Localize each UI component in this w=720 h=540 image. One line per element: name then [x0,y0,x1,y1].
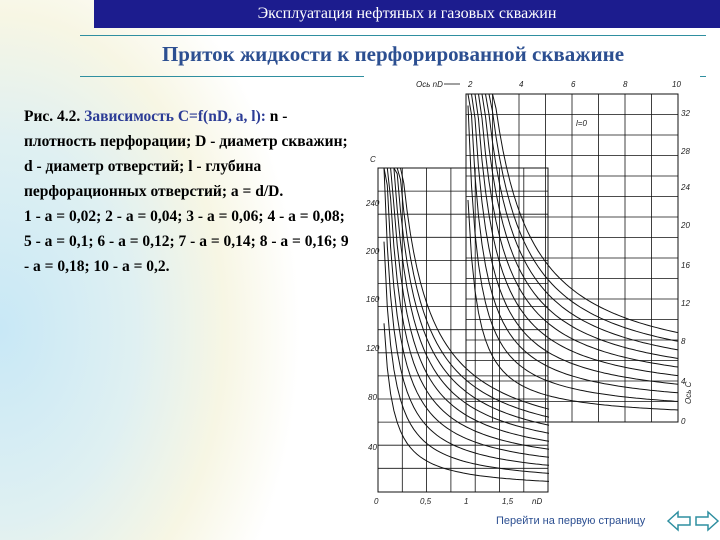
header-bar: Эксплуатация нефтяных и газовых скважин [94,0,720,28]
bottom-tick: 0,5 [420,497,432,506]
bottom-tick: 1 [464,497,468,506]
inner-label: l=0 [576,119,587,128]
left-tick: 80 [368,393,377,402]
lower-curve [383,323,550,482]
lower-curve [384,167,550,450]
right-tick: 20 [680,221,690,230]
lower-curve [384,167,550,426]
left-tick: 0 [374,497,379,506]
upper-curve [467,105,679,402]
top-tick: 8 [623,80,628,89]
figure-title: Зависимость C=f(nD, a, l): [84,108,266,125]
lower-curve [384,167,550,418]
upper-curve [467,199,679,411]
left-tick: 240 [365,199,380,208]
left-tick: 40 [368,443,377,452]
slide-title: Приток жидкости к перфорированной скважи… [161,42,625,66]
figure-label: Рис. 4.2. [24,108,81,125]
upper-curve [468,93,679,385]
upper-curve [468,93,679,334]
top-rule [80,35,706,36]
caption-definitions: n - плотность перфорации; D - диаметр ск… [24,108,348,200]
left-axis-label: C [370,155,376,164]
right-tick: 4 [681,377,686,386]
bottom-tick: nD [532,497,542,506]
upper-curve [468,93,679,368]
lower-curve [384,167,550,410]
right-axis-label: Ось C [684,381,693,404]
lower-curve [383,241,550,474]
upper-curve [468,93,679,342]
upper-curve [468,93,679,359]
upper-curve [468,93,679,377]
right-tick: 24 [680,183,690,192]
arrow-left-icon[interactable] [666,510,692,532]
first-page-link[interactable]: Перейти на первую страницу [496,515,646,527]
lower-curve [383,167,550,466]
left-tick: 160 [366,295,380,304]
bottom-tick: 1,5 [502,497,514,506]
lower-curve [384,167,550,442]
caption-legend: 1 - a = 0,02; 2 - a = 0,04; 3 - a = 0,06… [24,208,349,275]
figure-caption: Рис. 4.2. Зависимость C=f(nD, a, l): n -… [24,104,354,279]
arrow-right-icon[interactable] [694,510,720,532]
upper-curve [467,93,679,394]
top-tick: 2 [467,80,473,89]
upper-curve [468,93,679,351]
right-tick: 12 [681,299,690,308]
header-title: Эксплуатация нефтяных и газовых скважин [257,5,557,22]
right-tick: 0 [681,417,686,426]
top-tick: 10 [672,80,681,89]
left-tick: 200 [365,247,380,256]
left-tick: 120 [366,344,380,353]
right-tick: 28 [680,147,690,156]
top-tick: 4 [519,80,524,89]
right-tick: 16 [681,261,690,270]
top-axis-label: Ось nD [416,80,443,89]
chart-figure: Ось nD 2 4 6 8 10 32 28 24 20 16 12 8 4 … [364,74,700,514]
right-tick: 8 [681,337,686,346]
lower-curve [384,167,550,434]
right-tick: 32 [681,109,690,118]
top-tick: 6 [571,80,576,89]
lower-curve [383,167,550,458]
